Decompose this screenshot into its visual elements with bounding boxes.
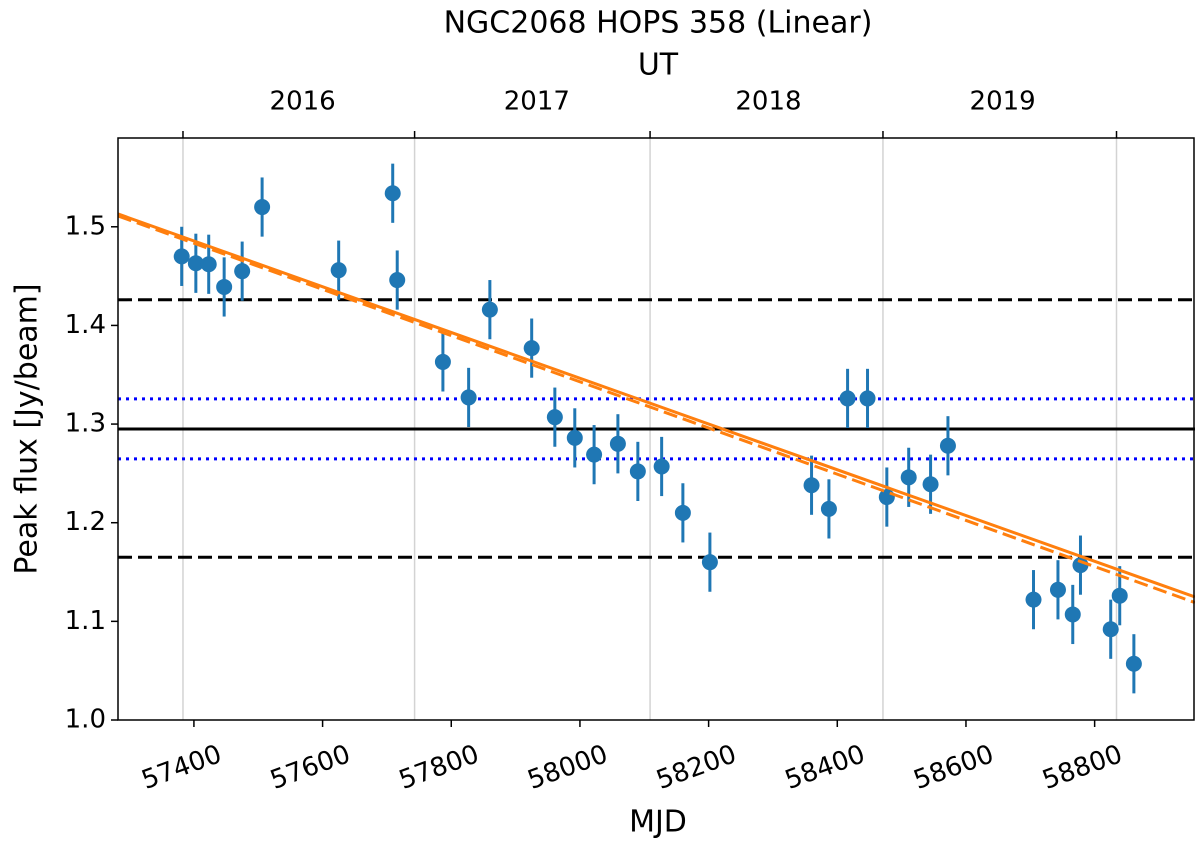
y-axis-label: Peak flux [Jy/beam] (10, 283, 45, 574)
x2-tick-label: 2017 (504, 87, 570, 117)
data-point (460, 389, 477, 406)
data-point (859, 390, 876, 407)
data-point (1125, 655, 1142, 672)
x-axis-label: MJD (629, 805, 687, 840)
data-point (546, 409, 563, 426)
x2-axis-label: UT (638, 48, 679, 83)
data-point (629, 463, 646, 480)
data-point (1111, 587, 1128, 604)
y-tick-label: 1.3 (65, 409, 106, 439)
x-tick-label: 57400 (138, 739, 226, 795)
chart-title: NGC2068 HOPS 358 (Linear) (444, 6, 873, 41)
y-tick-label: 1.5 (65, 211, 106, 241)
data-point (1072, 557, 1089, 574)
x2-tick-label: 2018 (735, 87, 801, 117)
x-tick-label: 58400 (781, 739, 869, 795)
plot-frame (117, 137, 1195, 721)
data-point (523, 340, 540, 357)
data-point (330, 262, 347, 279)
data-point (839, 390, 856, 407)
x2-tick-label: 2016 (270, 87, 336, 117)
x-tick-label: 58200 (652, 739, 740, 795)
x-tick-label: 57800 (395, 739, 483, 795)
data-point (609, 435, 626, 452)
data-point (922, 476, 939, 493)
data-point (1064, 606, 1081, 623)
data-point (674, 504, 691, 521)
data-point (1102, 621, 1119, 638)
data-point (586, 446, 603, 463)
data-point (254, 199, 271, 216)
data-point (216, 278, 233, 295)
data-point (481, 301, 498, 318)
x-tick-label: 58000 (524, 739, 612, 795)
data-point (653, 458, 670, 475)
data-point (384, 185, 401, 202)
y-tick-label: 1.0 (65, 705, 106, 735)
data-point (434, 353, 451, 370)
x-tick-label: 57600 (266, 739, 354, 795)
data-point (1025, 591, 1042, 608)
data-point (803, 477, 820, 494)
data-point (900, 469, 917, 486)
data-point (187, 255, 204, 272)
data-point (173, 248, 190, 265)
fit-line (117, 214, 1195, 605)
data-point (939, 437, 956, 454)
data-point (234, 263, 251, 280)
data-point (200, 256, 217, 273)
data-point (701, 554, 718, 571)
y-tick-label: 1.1 (65, 606, 106, 636)
data-point (820, 500, 837, 517)
y-tick-label: 1.4 (65, 310, 106, 340)
x-tick-label: 58800 (1038, 739, 1126, 795)
y-tick-label: 1.2 (65, 507, 106, 537)
data-point (566, 429, 583, 446)
fit-line (117, 212, 1195, 599)
x2-tick-label: 2019 (970, 87, 1036, 117)
data-point (1049, 581, 1066, 598)
x-tick-label: 58600 (910, 739, 998, 795)
data-point (389, 272, 406, 289)
